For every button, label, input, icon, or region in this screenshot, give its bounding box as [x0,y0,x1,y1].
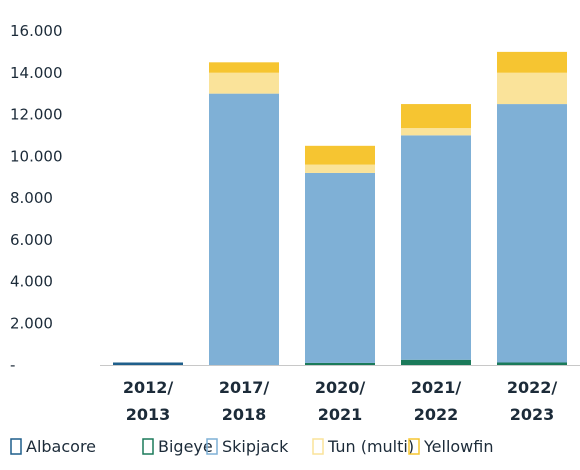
y-tick-label: 6.000 [10,231,53,249]
x-category-label: 2018 [222,405,267,424]
legend-swatch [206,438,218,455]
legend-label: Bigeye [158,437,213,456]
bar-segment [209,72,279,94]
bar-segment [305,145,375,165]
legend-label: Yellowfin [423,437,493,456]
x-category-label: 2021 [318,405,363,424]
y-tick-label: 8.000 [10,189,53,207]
y-tick-label: 4.000 [10,273,53,291]
legend: Albacore Bigeye Skipjack Tun (multi) Yellowf… [10,437,493,456]
bar-segment [401,104,471,129]
x-category-label: 2022/ [507,378,558,397]
legend-swatch [312,438,324,455]
x-category-label: 2021/ [411,378,462,397]
y-tick-label: 12.000 [10,106,63,124]
x-category-label: 2023 [510,405,555,424]
legend-swatch [10,438,22,455]
y-axis-tick-labels: - 2.000 4.000 6.000 8.000 10.000 12.000 14.000 1… [10,22,63,374]
bar-segment [209,93,279,365]
bar-segment [209,62,279,73]
bars [113,51,567,365]
legend-swatch [408,438,420,455]
x-category-label: 2017/ [219,378,270,397]
bar-segment [305,164,375,173]
bar-segment [497,104,567,363]
x-category-label: 2020/ [315,378,366,397]
y-tick-label: 2.000 [10,314,53,332]
x-category-label: 2022 [414,405,459,424]
bar-segment [497,51,567,73]
y-tick-label: 14.000 [10,64,63,82]
bar-segment [305,172,375,363]
legend-label: Skipjack [222,437,289,456]
y-tick-label: 16.000 [10,22,63,40]
legend-swatch [142,438,154,455]
bar-segment [497,72,567,105]
x-category-label: 2012/ [123,378,174,397]
x-category-label: 2013 [126,405,171,424]
y-tick-label: - [10,356,15,374]
bar-segment [401,128,471,136]
bar-segment [113,362,183,365]
y-tick-label: 10.000 [10,147,63,165]
legend-label: Albacore [26,437,96,456]
bar-segment [401,135,471,360]
legend-label: Tun (multi) [327,437,414,456]
bar-segment [401,359,471,365]
x-axis-category-labels: 2012/2013 2017/2018 2020/2021 2021/2022 2022… [123,378,558,424]
bar-segment [305,362,375,365]
bar-segment [497,362,567,365]
